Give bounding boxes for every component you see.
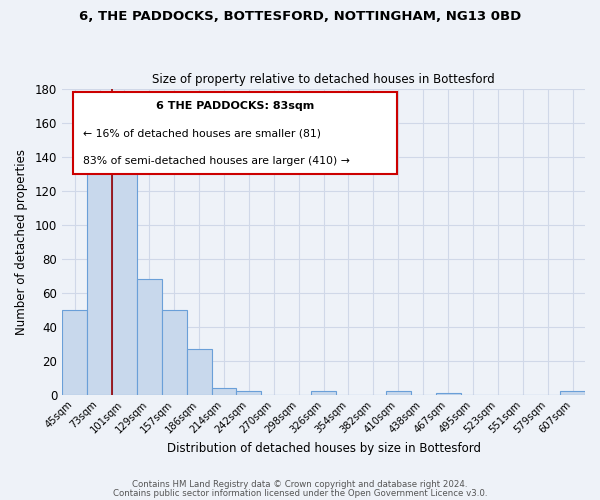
Bar xyxy=(436,393,461,394)
Bar xyxy=(236,391,262,394)
Bar xyxy=(212,388,236,394)
Text: Contains HM Land Registry data © Crown copyright and database right 2024.: Contains HM Land Registry data © Crown c… xyxy=(132,480,468,489)
Text: 83% of semi-detached houses are larger (410) →: 83% of semi-detached houses are larger (… xyxy=(83,156,350,166)
Bar xyxy=(187,348,212,395)
Bar xyxy=(162,310,187,394)
Bar xyxy=(311,391,336,394)
Text: 6 THE PADDOCKS: 83sqm: 6 THE PADDOCKS: 83sqm xyxy=(155,101,314,111)
Y-axis label: Number of detached properties: Number of detached properties xyxy=(15,148,28,334)
Bar xyxy=(112,146,137,394)
Text: 6, THE PADDOCKS, BOTTESFORD, NOTTINGHAM, NG13 0BD: 6, THE PADDOCKS, BOTTESFORD, NOTTINGHAM,… xyxy=(79,10,521,23)
X-axis label: Distribution of detached houses by size in Bottesford: Distribution of detached houses by size … xyxy=(167,442,481,455)
Bar xyxy=(560,391,585,394)
FancyBboxPatch shape xyxy=(73,92,397,174)
Bar xyxy=(386,391,411,394)
Bar xyxy=(137,279,162,394)
Bar xyxy=(62,310,87,394)
Bar xyxy=(87,153,112,394)
Text: Contains public sector information licensed under the Open Government Licence v3: Contains public sector information licen… xyxy=(113,489,487,498)
Text: ← 16% of detached houses are smaller (81): ← 16% of detached houses are smaller (81… xyxy=(83,128,321,138)
Title: Size of property relative to detached houses in Bottesford: Size of property relative to detached ho… xyxy=(152,73,495,86)
